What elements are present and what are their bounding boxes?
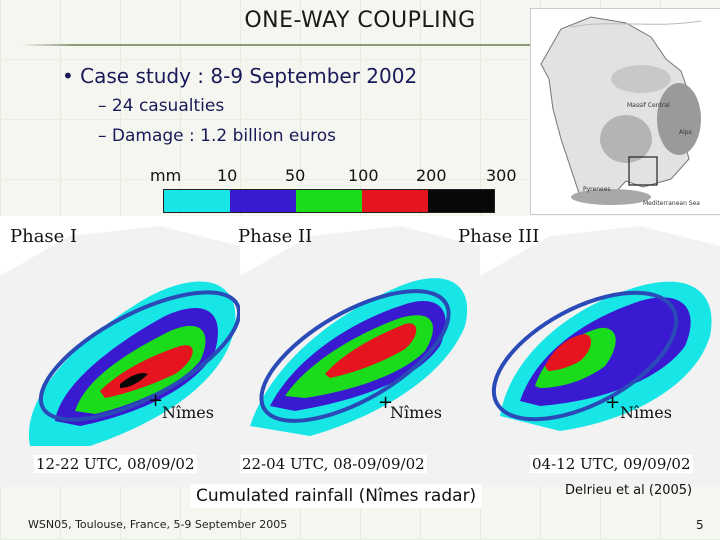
rainfall-scale-labels: mm 10 50 100 200 300 bbox=[150, 166, 517, 190]
phase-1-label: Phase I bbox=[10, 226, 78, 247]
inset-label-alps: Alps bbox=[679, 129, 692, 136]
scale-tick-label: 200 bbox=[416, 166, 447, 185]
inset-label-massif: Massif Central bbox=[627, 102, 670, 109]
phase-2-label: Phase II bbox=[238, 226, 313, 247]
sub-bullet-casualties: – 24 casualties bbox=[98, 96, 225, 116]
france-location-map: Massif Central Alps Pyrenees Mediterrane… bbox=[530, 8, 720, 215]
page-number: 5 bbox=[696, 518, 704, 532]
city-label-nimes-1: Nîmes bbox=[162, 403, 214, 422]
bullet-case-study: • Case study : 8-9 September 2002 bbox=[62, 64, 418, 88]
radar-panels: + + + bbox=[0, 216, 720, 486]
city-label-nimes-2: Nîmes bbox=[390, 403, 442, 422]
sub-bullet-damage: – Damage : 1.2 billion euros bbox=[98, 126, 336, 146]
phase-3-radar-map: + bbox=[480, 216, 720, 486]
scale-tick-label: 10 bbox=[217, 166, 238, 185]
title-divider bbox=[20, 44, 700, 46]
slide-title: ONE-WAY COUPLING bbox=[244, 8, 476, 33]
phase-3-label: Phase III bbox=[458, 226, 540, 247]
city-label-nimes-3: Nîmes bbox=[620, 403, 672, 422]
scale-swatch bbox=[428, 190, 494, 212]
scale-tick-label: 100 bbox=[348, 166, 379, 185]
citation: Delrieu et al (2005) bbox=[565, 483, 693, 498]
scale-tick-label: 50 bbox=[285, 166, 306, 185]
scale-swatch bbox=[164, 190, 230, 212]
phase-1-radar-map: + bbox=[0, 216, 240, 486]
inset-label-sea: Mediterranean Sea bbox=[643, 200, 700, 207]
svg-text:+: + bbox=[605, 392, 620, 413]
scale-tick-label: 300 bbox=[486, 166, 517, 185]
scale-swatch bbox=[230, 190, 296, 212]
figure-caption: Cumulated rainfall (Nîmes radar) bbox=[190, 484, 483, 508]
inset-label-pyrenees: Pyrenees bbox=[583, 186, 611, 193]
scale-unit-label: mm bbox=[150, 166, 182, 185]
rainfall-color-scale bbox=[163, 189, 495, 213]
svg-text:+: + bbox=[148, 390, 163, 411]
phase-3-time: 04-12 UTC, 09/09/02 bbox=[530, 455, 693, 473]
phase-2-time: 22-04 UTC, 08-09/09/02 bbox=[240, 455, 427, 473]
scale-swatch bbox=[362, 190, 428, 212]
phase-2-radar-map: + bbox=[240, 216, 480, 486]
scale-swatch bbox=[296, 190, 362, 212]
footer-text: WSN05, Toulouse, France, 5-9 September 2… bbox=[28, 518, 288, 531]
svg-text:+: + bbox=[378, 392, 393, 413]
phase-1-time: 12-22 UTC, 08/09/02 bbox=[34, 455, 197, 473]
